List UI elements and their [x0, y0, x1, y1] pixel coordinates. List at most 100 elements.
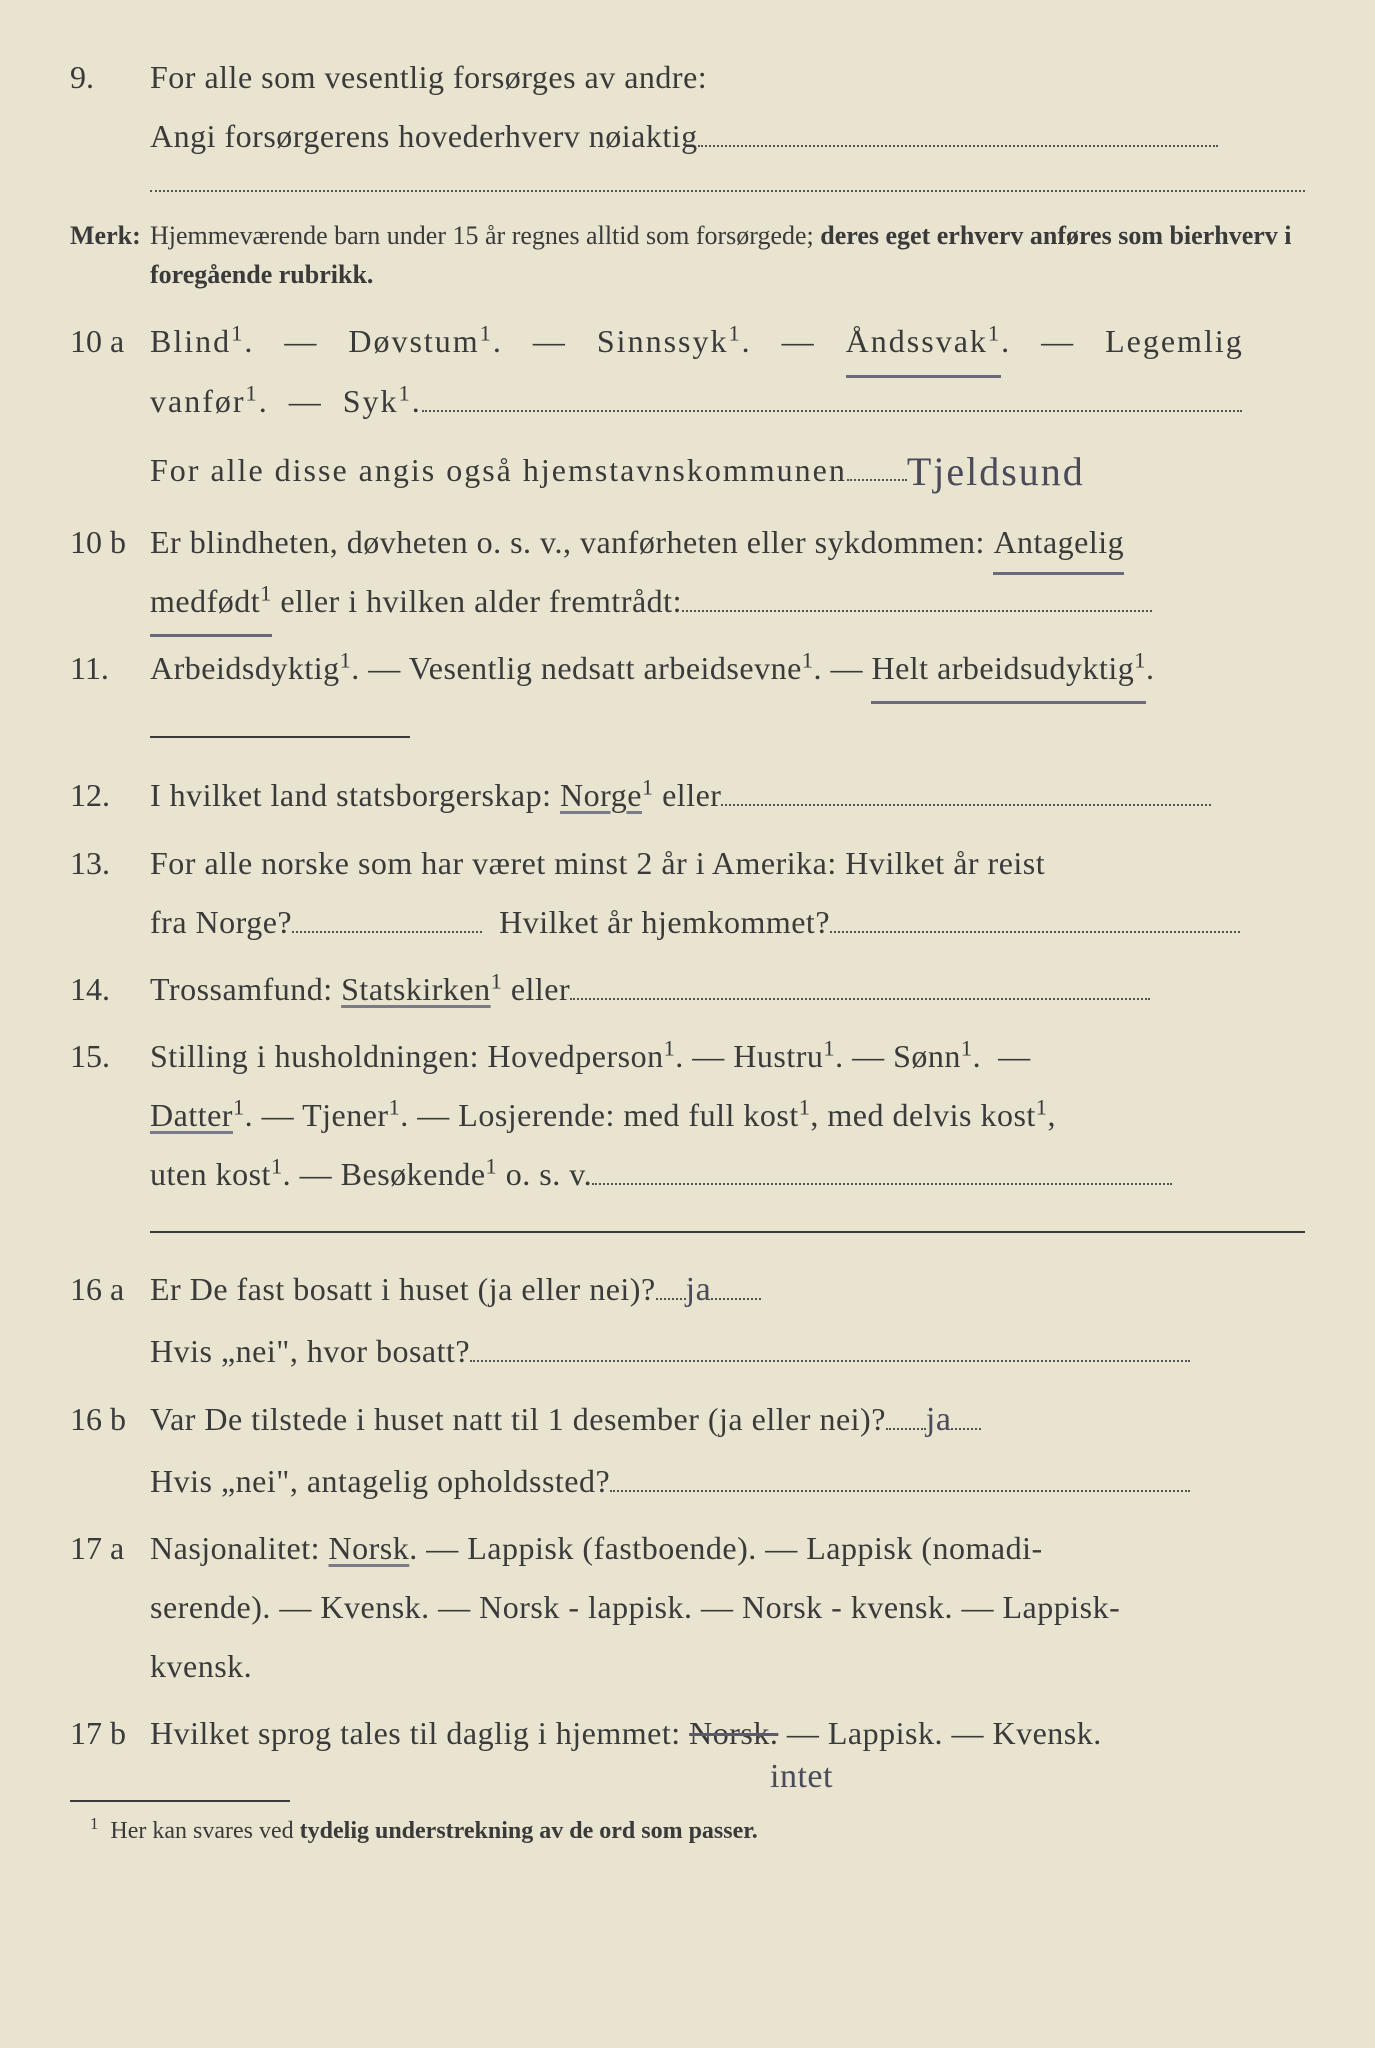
fill-line[interactable]	[292, 904, 482, 933]
q16a-text: Er De fast bosatt i huset (ja eller nei)…	[150, 1271, 656, 1307]
q13-line2a: fra Norge?	[150, 904, 292, 940]
fill-line[interactable]	[610, 1463, 1190, 1492]
opt-norge: Norge	[560, 777, 642, 813]
question-16b: 16 b Var De tilstede i huset natt til 1 …	[70, 1389, 1305, 1511]
q15-delvis: , med delvis kost	[810, 1097, 1035, 1133]
fill-line[interactable]	[592, 1157, 1172, 1186]
handwritten-answer: ja	[926, 1401, 952, 1438]
fill-line[interactable]	[656, 1271, 686, 1300]
footnote: 1 Her kan svares ved tydelig understrekn…	[70, 1814, 1305, 1845]
question-17a: 17 a Nasjonalitet: Norsk. — Lappisk (fas…	[70, 1519, 1305, 1697]
opt-legemlig: Legemlig	[1105, 323, 1244, 359]
opt-blind: Blind	[150, 323, 231, 359]
fill-line[interactable]	[570, 971, 1150, 1000]
pencil-underline	[150, 631, 272, 637]
opt-tjener: Tjener	[302, 1097, 389, 1133]
question-number: 10 a	[70, 323, 150, 360]
question-number: 11.	[70, 650, 150, 687]
question-9: 9. For alle som vesentlig forsørges av a…	[70, 48, 1305, 166]
merk-body: Hjemmeværende barn under 15 år regnes al…	[150, 216, 1305, 294]
q10b-antagelig: Antagelig	[993, 524, 1124, 560]
dash: . —	[400, 1097, 458, 1133]
question-number: 16 b	[70, 1401, 150, 1438]
question-number: 17 b	[70, 1715, 150, 1752]
q15-besok: . — Besøkende	[283, 1156, 486, 1192]
merk-note: Merk: Hjemmeværende barn under 15 år reg…	[70, 216, 1305, 294]
fill-line[interactable]	[711, 1271, 761, 1300]
question-body: Nasjonalitet: Norsk. — Lappisk (fastboen…	[150, 1519, 1305, 1697]
footnote-divider	[70, 1800, 290, 1802]
q14-text-a: Trossamfund:	[150, 971, 341, 1007]
section-divider	[150, 1231, 1305, 1233]
question-16a: 16 a Er De fast bosatt i huset (ja eller…	[70, 1259, 1305, 1381]
fill-line[interactable]	[470, 1333, 1190, 1362]
fill-line[interactable]	[886, 1401, 926, 1430]
question-12: 12. I hvilket land statsborgerskap: Norg…	[70, 766, 1305, 825]
question-body: I hvilket land statsborgerskap: Norge1 e…	[150, 766, 1305, 825]
q13-line1: For alle norske som har været minst 2 år…	[150, 845, 1045, 881]
opt-hustru: Hustru	[733, 1038, 823, 1074]
q17b-text-a: Hvilket sprog tales til daglig i hjemmet…	[150, 1715, 689, 1751]
handwritten-answer: Tjeldsund	[907, 449, 1085, 494]
opt-vanfor: vanfør	[150, 383, 246, 419]
q17a-text-b: . — Lappisk (fastboende). — Lappisk (nom…	[409, 1530, 1042, 1566]
question-body: Blind1. — Døvstum1. — Sinnssyk1. — Åndss…	[150, 312, 1305, 504]
question-number: 14.	[70, 971, 150, 1008]
question-number: 9.	[70, 59, 150, 96]
q15-losjerende: Losjerende: med full kost	[458, 1097, 798, 1133]
q16a-line2: Hvis „nei", hvor bosatt?	[150, 1333, 470, 1369]
pencil-underline	[993, 571, 1124, 575]
q13-line2b: Hvilket år hjemkommet?	[499, 904, 830, 940]
question-number: 15.	[70, 1038, 150, 1075]
footnote-text-a: Her kan svares ved	[110, 1818, 299, 1844]
opt-norsk-struck: Norsk.	[689, 1715, 778, 1751]
fill-line[interactable]	[422, 383, 1242, 412]
q11-mid: — Vesentlig nedsatt arbeidsevne	[360, 650, 802, 686]
fill-line[interactable]	[847, 452, 907, 481]
q17a-line2: serende). — Kvensk. — Norsk - lappisk. —…	[150, 1589, 1120, 1625]
question-body: Er De fast bosatt i huset (ja eller nei)…	[150, 1259, 1305, 1381]
opt-helt-arbeidsudyktig: Helt arbeidsudyktig	[871, 650, 1134, 686]
handwritten-answer: intet	[770, 1746, 833, 1809]
q17a-text-a: Nasjonalitet:	[150, 1530, 329, 1566]
opt-sinnssyk: Sinnssyk	[597, 323, 729, 359]
fill-line[interactable]	[698, 118, 1218, 147]
q15-text-a: Stilling i husholdningen: Hovedperson	[150, 1038, 664, 1074]
q14-text-b: eller	[502, 971, 570, 1007]
question-14: 14. Trossamfund: Statskirken1 eller	[70, 960, 1305, 1019]
question-number: 17 a	[70, 1530, 150, 1567]
merk-text-a: Hjemmeværende barn under 15 år regnes al…	[150, 221, 820, 250]
q15-osv: o. s. v.	[497, 1156, 592, 1192]
fill-line[interactable]	[830, 904, 1240, 933]
dash: . —	[835, 1038, 893, 1074]
pencil-underline	[846, 372, 1001, 378]
footnote-text-bold: tydelig understrekning av de ord som pas…	[300, 1818, 758, 1844]
fill-line[interactable]	[682, 583, 1152, 612]
q12-text-b: eller	[654, 777, 722, 813]
pencil-underline	[871, 698, 1145, 704]
q9-line1: For alle som vesentlig forsørges av andr…	[150, 59, 707, 95]
question-number: 12.	[70, 777, 150, 814]
fill-line[interactable]	[721, 778, 1211, 807]
merk-label: Merk:	[70, 216, 150, 255]
opt-dovstum: Døvstum	[348, 323, 479, 359]
question-body: Var De tilstede i huset natt til 1 desem…	[150, 1389, 1305, 1511]
fill-line-full[interactable]	[150, 190, 1305, 192]
opt-syk: Syk	[343, 383, 399, 419]
q10b-line2b: eller i hvilken alder fremtrådt:	[272, 583, 682, 619]
question-number: 16 a	[70, 1271, 150, 1308]
question-15: 15. Stilling i husholdningen: Hovedperso…	[70, 1027, 1305, 1205]
census-form-page: 9. For alle som vesentlig forsørges av a…	[70, 48, 1305, 2008]
handwritten-answer: ja	[686, 1271, 712, 1308]
question-17b: 17 b Hvilket sprog tales til daglig i hj…	[70, 1704, 1305, 1763]
question-13: 13. For alle norske som har været minst …	[70, 834, 1305, 952]
fill-line[interactable]	[951, 1401, 981, 1430]
q9-line2: Angi forsørgerens hovederhverv nøiaktig	[150, 118, 698, 154]
question-body: Hvilket sprog tales til daglig i hjemmet…	[150, 1704, 1305, 1763]
opt-datter: Datter	[150, 1097, 233, 1133]
footnote-sup: 1	[90, 1814, 98, 1833]
section-divider	[150, 736, 410, 738]
q10a-line3: For alle disse angis også hjemstavnskomm…	[150, 452, 847, 488]
opt-sonn: Sønn	[893, 1038, 961, 1074]
question-body: Stilling i husholdningen: Hovedperson1. …	[150, 1027, 1305, 1205]
